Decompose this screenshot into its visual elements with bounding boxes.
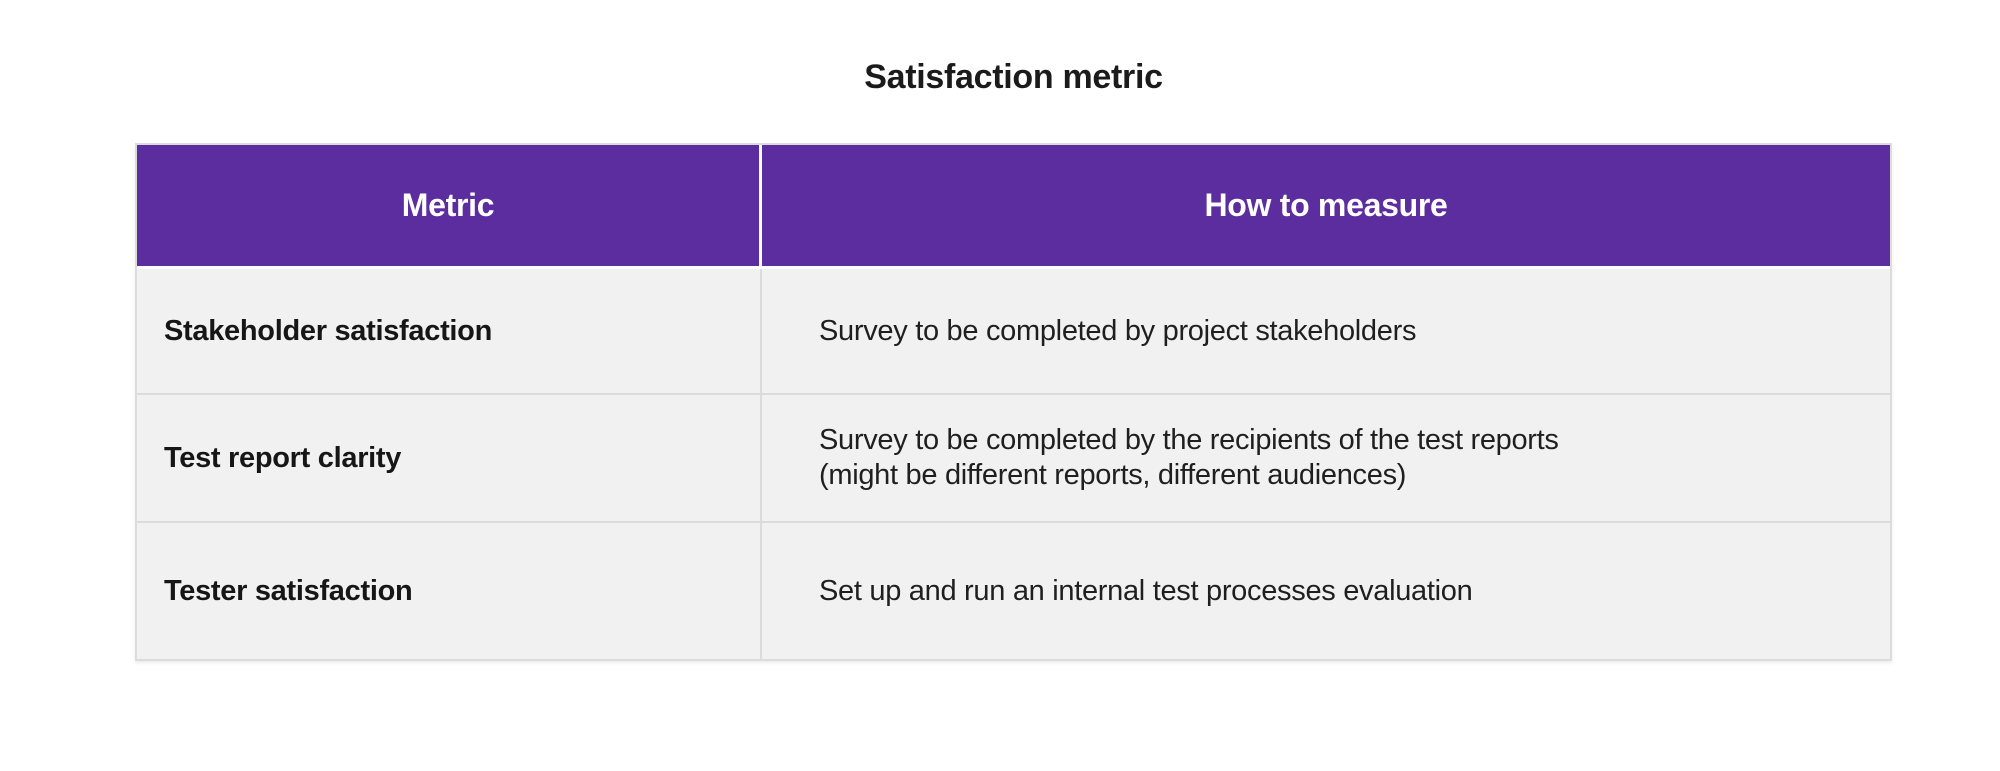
how-cell: Set up and run an internal test processe… <box>762 523 1890 659</box>
table-row-stakeholder-satisfaction: Stakeholder satisfaction Survey to be co… <box>137 269 1890 393</box>
header-cell-metric: Metric <box>137 145 762 266</box>
page-title: Satisfaction metric <box>864 58 1163 96</box>
table-header-row: Metric How to measure <box>137 145 1890 269</box>
metric-cell: Stakeholder satisfaction <box>137 269 762 393</box>
metric-cell: Test report clarity <box>137 395 762 521</box>
how-cell: Survey to be completed by project stakeh… <box>762 269 1890 393</box>
how-line: Survey to be completed by the recipients… <box>819 424 1559 456</box>
how-line: Set up and run an internal test processe… <box>819 574 1473 607</box>
table-row-test-report-clarity: Test report clarity Survey to be complet… <box>137 393 1890 521</box>
table-row-tester-satisfaction: Tester satisfaction Set up and run an in… <box>137 521 1890 659</box>
header-cell-how-to-measure: How to measure <box>1204 187 1448 223</box>
how-line: Survey to be completed by project stakeh… <box>819 314 1417 347</box>
metrics-table: Metric How to measure Stakeholder satisf… <box>135 143 1892 661</box>
metric-cell: Tester satisfaction <box>137 523 762 659</box>
how-cell: Survey to be completed by the recipients… <box>762 395 1890 521</box>
how-line: (might be different reports, different a… <box>819 459 1407 491</box>
